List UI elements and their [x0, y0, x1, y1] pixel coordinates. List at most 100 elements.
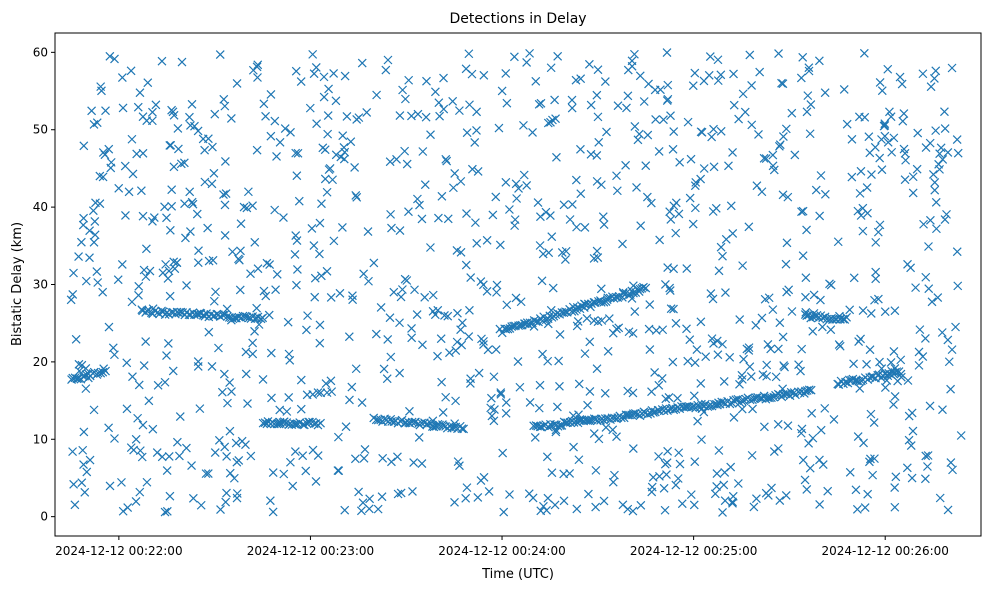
clutter-point: [598, 212, 608, 222]
clutter-point: [940, 124, 950, 133]
clutter-point: [816, 295, 825, 305]
clutter-point: [364, 276, 373, 286]
clutter-point: [921, 451, 931, 461]
clutter-point: [265, 260, 275, 270]
clutter-point: [71, 334, 81, 344]
clutter-point: [465, 100, 474, 110]
clutter-point: [728, 229, 738, 238]
clutter-point: [856, 211, 866, 220]
clutter-point: [347, 382, 357, 392]
clutter-point: [275, 405, 285, 415]
clutter-point: [712, 336, 722, 346]
clutter-point: [718, 251, 727, 261]
clutter-point: [691, 177, 701, 187]
clutter-point: [193, 258, 203, 268]
clutter-point: [438, 407, 448, 417]
clutter-point: [662, 48, 672, 58]
clutter-point: [138, 211, 148, 221]
clutter-point: [495, 240, 505, 250]
clutter-point: [636, 221, 646, 231]
clutter-point: [646, 198, 656, 208]
clutter-point: [421, 112, 431, 122]
clutter-point: [869, 418, 879, 427]
clutter-point: [591, 465, 601, 475]
clutter-point: [259, 286, 269, 296]
clutter-point: [340, 71, 350, 81]
clutter-point: [162, 213, 171, 223]
clutter-point: [538, 249, 548, 259]
clutter-point: [931, 224, 941, 234]
clutter-point: [628, 388, 638, 398]
clutter-point: [193, 357, 203, 366]
clutter-point: [502, 300, 512, 310]
clutter-point: [815, 499, 825, 509]
clutter-point: [209, 168, 219, 178]
clutter-point: [803, 91, 813, 101]
clutter-point: [635, 71, 645, 81]
clutter-point: [845, 467, 855, 477]
clutter-point: [664, 392, 674, 402]
clutter-point: [713, 76, 723, 86]
clutter-point: [473, 167, 483, 176]
clutter-point: [802, 107, 812, 117]
clutter-point: [826, 325, 836, 335]
clutter-point: [720, 468, 730, 477]
clutter-point: [668, 144, 678, 154]
clutter-point: [859, 48, 869, 58]
clutter-point: [395, 368, 405, 378]
clutter-point: [91, 198, 100, 208]
clutter-point: [136, 186, 146, 196]
clutter-point: [552, 152, 561, 162]
clutter-point: [641, 161, 651, 171]
clutter-point: [344, 332, 354, 342]
clutter-point: [283, 317, 293, 327]
clutter-point: [693, 416, 703, 426]
clutter-point: [829, 414, 839, 424]
clutter-point: [592, 364, 602, 374]
clutter-point: [308, 49, 318, 59]
clutter-point: [855, 188, 865, 198]
clutter-point: [534, 403, 544, 413]
clutter-point: [815, 455, 824, 465]
clutter-point: [464, 332, 474, 341]
clutter-point: [924, 242, 933, 251]
clutter-point: [382, 374, 392, 384]
clutter-point: [98, 148, 108, 157]
clutter-point: [915, 325, 925, 335]
track-point: [215, 312, 225, 321]
clutter-point: [713, 350, 723, 360]
clutter-point: [754, 130, 763, 139]
clutter-point: [350, 454, 360, 464]
clutter-point: [135, 446, 145, 456]
clutter-point: [610, 470, 619, 480]
track-point: [618, 289, 628, 298]
clutter-point: [740, 107, 750, 117]
clutter-point: [777, 78, 786, 88]
track-point: [802, 386, 812, 395]
clutter-point: [352, 115, 362, 124]
clutter-point: [117, 260, 127, 269]
clutter-point: [461, 493, 471, 503]
track-point: [74, 374, 83, 384]
track-point: [828, 315, 837, 325]
clutter-point: [451, 346, 461, 356]
clutter-point: [491, 345, 501, 354]
clutter-point: [704, 70, 714, 80]
clutter-point: [762, 371, 772, 381]
clutter-point: [585, 337, 595, 347]
clutter-point: [104, 423, 114, 433]
clutter-point: [200, 177, 210, 187]
clutter-point: [790, 150, 800, 160]
clutter-point: [302, 325, 311, 335]
clutter-point: [669, 304, 678, 314]
clutter-point: [944, 357, 954, 367]
clutter-point: [110, 434, 119, 443]
clutter-point: [761, 154, 771, 163]
clutter-point: [926, 82, 936, 92]
clutter-point: [522, 181, 532, 190]
clutter-point: [769, 447, 779, 456]
clutter-point: [760, 294, 770, 304]
clutter-point: [555, 381, 564, 391]
clutter-point: [376, 302, 386, 312]
clutter-point: [320, 174, 330, 184]
